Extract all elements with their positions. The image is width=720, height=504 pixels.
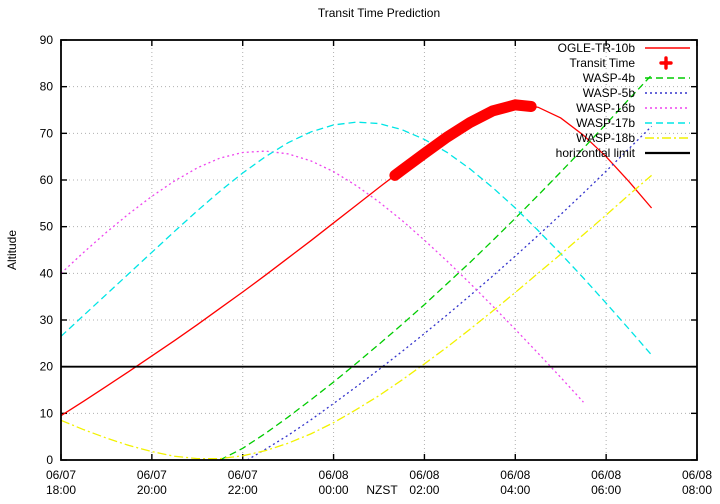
series-line (61, 104, 653, 417)
y-tick-label: 60 (40, 173, 54, 187)
x-tick-date: 06/08 (500, 468, 530, 482)
legend-label: Transit Time (569, 56, 635, 70)
series-group (61, 74, 697, 460)
legend-label: horizontial limit (556, 146, 636, 160)
x-axis: 06/0718:0006/0720:0006/0722:0006/0800:00… (46, 40, 712, 497)
plot-border (60, 39, 698, 461)
legend-label: WASP-5b (583, 86, 636, 100)
legend-label: WASP-16b (576, 101, 635, 115)
x-tick-time: 20:00 (137, 483, 167, 497)
x-tick-date: 06/08 (319, 468, 349, 482)
series-line (61, 121, 653, 356)
y-tick-label: 20 (40, 360, 54, 374)
y-tick-label: 90 (40, 33, 54, 47)
legend-label: OGLE-TR-10b (558, 41, 636, 55)
x-tick-time: 04:00 (500, 483, 530, 497)
y-tick-label: 80 (40, 80, 54, 94)
y-tick-label: 70 (40, 126, 54, 140)
series-line (219, 74, 653, 460)
y-tick-label: 40 (40, 266, 54, 280)
legend-label: WASP-18b (576, 131, 635, 145)
y-axis: 0 10 20 30 40 50 60 70 80 90 (40, 33, 697, 467)
legend-marker-dot (663, 60, 669, 66)
x-tick-time: 08:00 (682, 483, 712, 497)
legend-label: WASP-17b (576, 116, 635, 130)
y-axis-label: Altitude (5, 230, 19, 270)
x-tick-date: 06/08 (409, 468, 439, 482)
x-tick-time: 18:00 (46, 483, 76, 497)
x-tick-time: 06:00 (591, 483, 621, 497)
x-axis-label: NZST (366, 483, 398, 497)
y-tick-label: 30 (40, 313, 54, 327)
y-tick-label: 0 (46, 453, 53, 467)
x-tick-time: 02:00 (409, 483, 439, 497)
transit-time-band (389, 99, 537, 181)
y-tick-label: 50 (40, 220, 54, 234)
legend-label: WASP-4b (583, 71, 636, 85)
series-line (246, 125, 653, 460)
x-tick-time: 00:00 (319, 483, 349, 497)
x-tick-time: 22:00 (228, 483, 258, 497)
x-tick-date: 06/07 (228, 468, 258, 482)
chart-title: Transit Time Prediction (318, 6, 440, 20)
x-tick-date: 06/07 (137, 468, 167, 482)
series-line (61, 174, 652, 460)
x-tick-date: 06/08 (591, 468, 621, 482)
x-tick-date: 06/08 (682, 468, 712, 482)
x-tick-date: 06/07 (46, 468, 76, 482)
y-tick-label: 10 (40, 406, 54, 420)
